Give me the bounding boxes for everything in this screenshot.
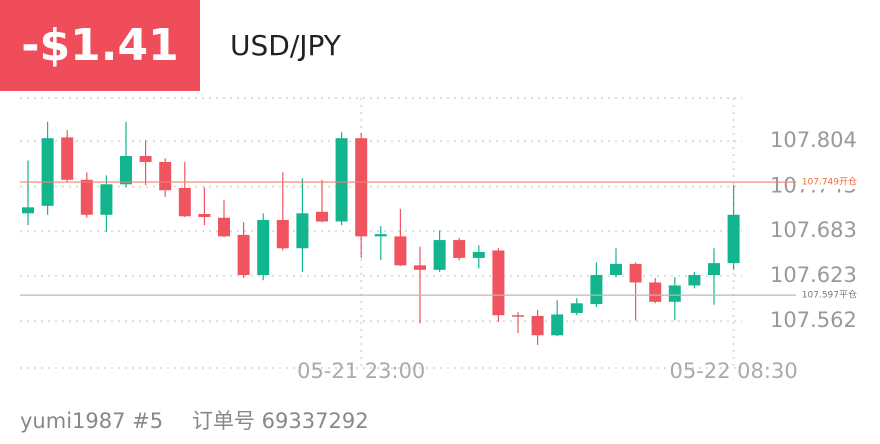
candle-body xyxy=(708,263,720,276)
candle-body xyxy=(512,315,524,317)
user: yumi1987 #5 xyxy=(20,409,163,433)
pnl: -$1.41 xyxy=(21,20,178,71)
position-label-bg xyxy=(796,175,858,190)
candle-body xyxy=(433,240,446,270)
candle-body xyxy=(453,240,466,258)
candle-body xyxy=(649,282,662,302)
position-label: 107.597平仓 xyxy=(802,289,857,301)
candle-body xyxy=(590,275,603,305)
candle-body xyxy=(316,211,328,222)
candle-body xyxy=(80,179,93,215)
pnl-badge xyxy=(0,0,200,91)
candle-body xyxy=(61,137,74,180)
x-tick-label: 05-21 23:00 xyxy=(297,359,425,383)
candle-body xyxy=(472,251,485,258)
y-tick-label: 107.804 xyxy=(770,128,857,152)
x-tick-label: 05-22 08:30 xyxy=(669,359,797,383)
position-label: 107.749开仓 xyxy=(802,176,857,188)
chart: 107.804107.743107.683107.623107.56205-21… xyxy=(20,97,858,383)
symbol: USD/JPY xyxy=(230,29,342,62)
candle-body xyxy=(257,219,270,276)
candle-body xyxy=(41,138,54,206)
y-tick-label: 107.683 xyxy=(770,218,857,242)
candle-body xyxy=(414,265,426,270)
candle-body xyxy=(610,263,622,276)
candle-body xyxy=(531,315,544,336)
candle-body xyxy=(629,263,642,283)
candle-body xyxy=(159,161,172,191)
y-tick-label: 107.562 xyxy=(770,308,857,332)
candle-body xyxy=(198,214,211,218)
candle-body xyxy=(668,285,681,302)
candle-body xyxy=(178,188,191,217)
candle-body xyxy=(374,234,387,237)
candle-body xyxy=(394,236,407,266)
candle-body xyxy=(688,275,701,286)
candle-body xyxy=(355,138,368,237)
candle-body xyxy=(218,217,230,237)
candle-body xyxy=(570,303,583,313)
order-number: 订单号 69337292 xyxy=(192,409,369,433)
position-label-bg xyxy=(796,288,858,303)
candle-body xyxy=(276,219,289,249)
candle-body xyxy=(335,138,348,222)
candle-body xyxy=(727,214,740,264)
y-tick-label: 107.623 xyxy=(770,263,857,287)
candle-body xyxy=(296,213,309,249)
candle-body xyxy=(237,234,250,276)
candle-body xyxy=(100,184,113,215)
candle-body xyxy=(492,250,505,316)
candle-body xyxy=(551,314,564,336)
candle-body xyxy=(120,156,132,185)
candle-body xyxy=(22,207,34,214)
candle-body xyxy=(139,156,152,162)
